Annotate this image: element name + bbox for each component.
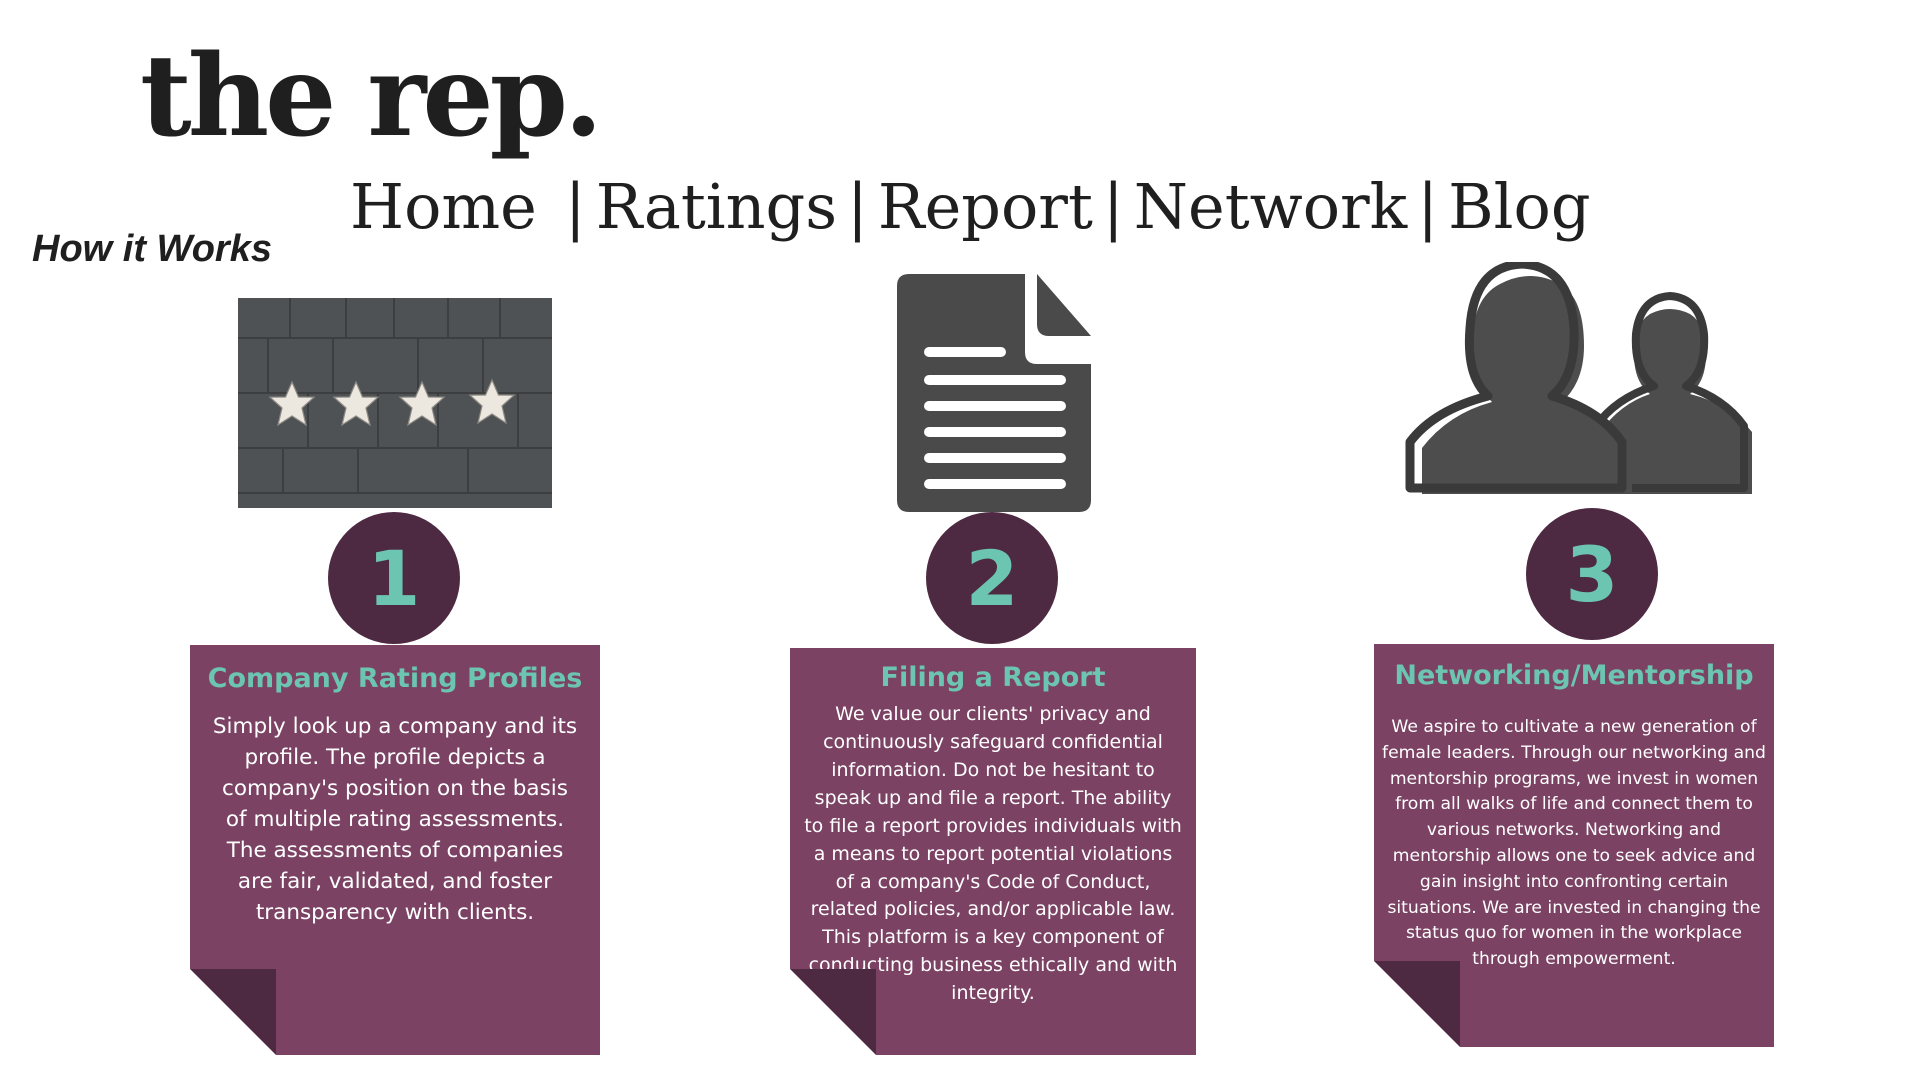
card-title: Filing a Report [880, 662, 1106, 693]
people-icon [1405, 262, 1752, 494]
document-icon [897, 274, 1091, 512]
page-fold-corner [790, 969, 876, 1055]
section-title: How it Works [32, 228, 272, 270]
main-nav: Home | Ratings | Report | Network | Blog [350, 170, 1591, 243]
step-card-filing-report: Filing a Report We value our clients' pr… [790, 648, 1196, 1055]
nav-separator: | [1102, 170, 1124, 243]
nav-blog[interactable]: Blog [1448, 170, 1591, 243]
card-body: Simply look up a company and its profile… [212, 714, 578, 925]
nav-separator: | [1417, 170, 1439, 243]
nav-ratings[interactable]: Ratings [595, 170, 838, 243]
nav-report[interactable]: Report [877, 170, 1093, 243]
page-fold-corner [1374, 961, 1460, 1047]
step-number-3: 3 [1526, 508, 1658, 640]
step-card-rating-profiles: Company Rating Profiles Simply look up a… [190, 645, 600, 1055]
nav-home[interactable]: Home [350, 170, 537, 243]
nav-separator: | [847, 170, 868, 243]
star-rating-image [238, 298, 552, 508]
step-card-networking-mentorship: Networking/Mentorship We aspire to culti… [1374, 644, 1774, 1047]
step-number-1: 1 [328, 512, 460, 644]
card-title: Networking/Mentorship [1394, 660, 1754, 691]
nav-separator: | [564, 170, 586, 243]
page-fold-corner [190, 969, 276, 1055]
card-body: We aspire to cultivate a new generation … [1382, 717, 1766, 970]
step-number-2: 2 [926, 512, 1058, 644]
card-title: Company Rating Profiles [207, 663, 583, 694]
nav-network[interactable]: Network [1133, 170, 1408, 243]
site-logo[interactable]: the rep. [140, 31, 603, 162]
card-body: We value our clients' privacy and contin… [804, 703, 1182, 1005]
